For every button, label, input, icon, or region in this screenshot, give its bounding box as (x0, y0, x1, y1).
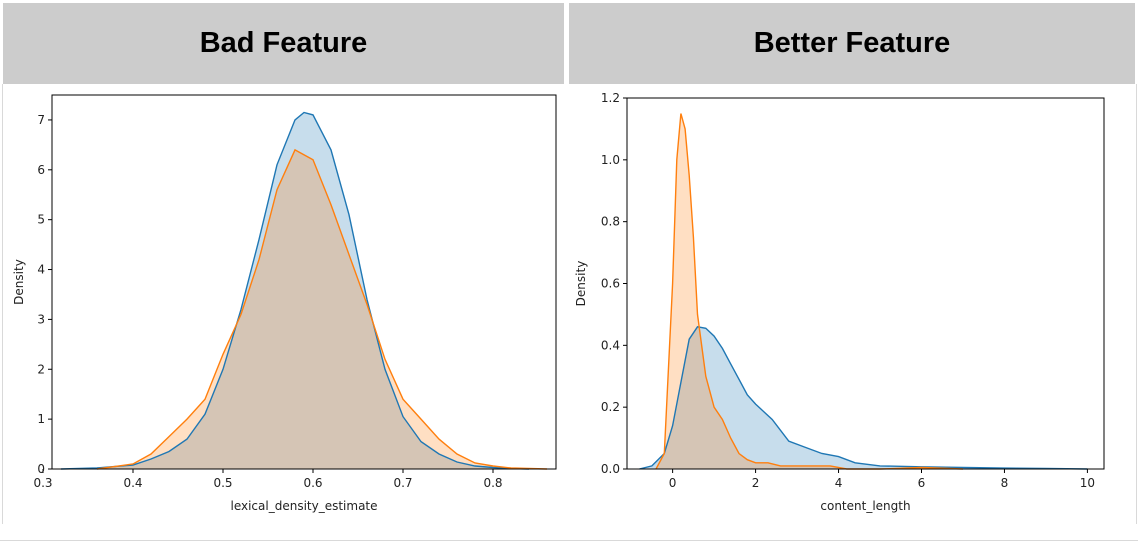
x-tick-label: 6 (918, 476, 926, 490)
y-tick-label: 0.2 (601, 400, 620, 414)
x-tick-label: 2 (752, 476, 760, 490)
y-tick-label: 4 (37, 263, 45, 277)
divider-left (2, 84, 3, 524)
y-tick-label: 5 (37, 213, 45, 227)
plot-frame (51, 94, 557, 470)
density-area-blue (639, 326, 1088, 469)
x-axis-label: content_length (820, 499, 910, 513)
divider-right (1136, 84, 1137, 524)
x-tick-label: 0.5 (213, 476, 232, 490)
bad-feature-chart: 0.3 0.4 0.5 0.6 0.7 0.8 0 1 2 3 4 5 6 7 lexical_densit… (12, 94, 557, 513)
bad-feature-header: Bad Feature (3, 3, 564, 84)
y-tick-label: 1 (37, 412, 45, 426)
divider-bottom (0, 540, 1138, 541)
better-feature-chart: 0 2 4 6 8 10 0.0 0.2 0.4 0.6 0.8 1.0 1.2 content_leng… (574, 91, 1105, 513)
y-tick-label: 1.2 (601, 91, 620, 105)
y-tick-label: 0.4 (601, 338, 620, 352)
y-tick-label: 7 (37, 113, 45, 127)
y-tick-label: 6 (37, 163, 45, 177)
density-area-orange (656, 113, 963, 469)
y-tick-label: 0 (37, 462, 45, 476)
density-line-orange (96, 148, 548, 470)
x-axis-label: lexical_density_estimate (230, 499, 377, 513)
x-tick-label: 0.7 (393, 476, 412, 490)
y-tick-label: 2 (37, 362, 45, 376)
better-feature-header: Better Feature (569, 3, 1135, 84)
y-axis-label: Density (12, 259, 26, 305)
density-area-orange (97, 149, 547, 469)
density-line-blue (639, 326, 1088, 470)
x-tick-label: 4 (835, 476, 843, 490)
x-tick-label: 0.3 (33, 476, 52, 490)
x-tick-label: 0.6 (303, 476, 322, 490)
y-tick-label: 1.0 (601, 153, 620, 167)
y-tick-label: 0.8 (601, 215, 620, 229)
y-tick-label: 0.0 (601, 462, 620, 476)
x-tick-label: 0.4 (123, 476, 142, 490)
y-axis-label: Density (574, 261, 588, 307)
y-tick-label: 0.6 (601, 277, 620, 291)
y-tick-label: 3 (37, 312, 45, 326)
density-line-orange (655, 113, 964, 470)
density-line-blue (60, 111, 530, 470)
x-tick-label: 10 (1080, 476, 1095, 490)
x-tick-label: 8 (1001, 476, 1009, 490)
x-tick-label: 0 (669, 476, 677, 490)
density-area-blue (61, 112, 529, 469)
x-tick-label: 0.8 (483, 476, 502, 490)
